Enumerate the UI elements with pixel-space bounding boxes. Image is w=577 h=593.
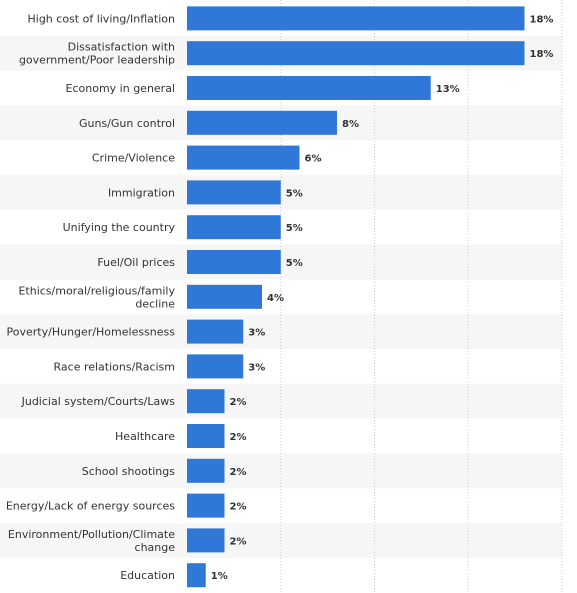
category-label-line: Education xyxy=(120,569,175,582)
category-label-line: Economy in general xyxy=(66,82,175,95)
category-label-line: Unifying the country xyxy=(63,221,176,234)
bar xyxy=(187,458,225,483)
value-label: 2% xyxy=(230,502,247,513)
category-label: Education xyxy=(120,569,175,582)
category-label: Environment/Pollution/Climate change xyxy=(8,528,175,554)
value-label: 2% xyxy=(230,536,247,547)
category-label: Guns/Gun control xyxy=(79,117,175,130)
category-label-line: decline xyxy=(135,297,175,310)
bar xyxy=(187,145,300,170)
category-label: High cost of living/Inflation xyxy=(28,12,176,25)
category-label-line: Race relations/Racism xyxy=(54,360,176,373)
bar xyxy=(187,319,244,344)
bar xyxy=(187,284,262,309)
bar xyxy=(187,389,225,414)
category-label: Ethics/moral/religious/family decline xyxy=(18,284,175,310)
category-label: Crime/Violence xyxy=(92,152,175,165)
value-label: 8% xyxy=(342,119,359,130)
bar xyxy=(187,563,206,588)
category-label-line: Healthcare xyxy=(115,430,175,443)
category-label: Unifying the country xyxy=(63,221,176,234)
category-label: Judicial system/Courts/Laws xyxy=(21,395,176,408)
row-band xyxy=(0,314,562,349)
category-label-line: Ethics/moral/religious/family xyxy=(18,284,175,297)
category-label: Economy in general xyxy=(66,82,175,95)
category-label-line: Crime/Violence xyxy=(92,152,175,165)
bar xyxy=(187,354,244,379)
category-label-line: Fuel/Oil prices xyxy=(97,256,175,269)
category-label-line: Immigration xyxy=(108,186,175,199)
bar xyxy=(187,180,281,205)
category-label-line: change xyxy=(135,541,176,554)
category-label: Immigration xyxy=(108,186,175,199)
row-band xyxy=(0,383,562,419)
value-label: 1% xyxy=(211,571,228,582)
category-label: School shootings xyxy=(82,465,176,478)
value-label: 3% xyxy=(248,328,265,339)
category-label-line: Energy/Lack of energy sources xyxy=(6,500,175,513)
bar xyxy=(187,250,281,274)
value-label: 18% xyxy=(530,49,554,60)
category-label: Dissatisfaction with government/Poor lead… xyxy=(19,41,175,67)
value-label: 3% xyxy=(248,362,265,373)
category-labels: High cost of living/Inflation Dissatisfac… xyxy=(6,12,176,582)
value-label: 5% xyxy=(286,258,303,269)
category-label: Healthcare xyxy=(115,430,175,443)
category-label-line: Environment/Pollution/Climate xyxy=(8,528,175,541)
category-label-line: Judicial system/Courts/Laws xyxy=(21,395,176,408)
category-label: Energy/Lack of energy sources xyxy=(6,500,175,513)
category-label-line: School shootings xyxy=(82,465,176,478)
value-label: 2% xyxy=(230,432,247,443)
category-label-line: High cost of living/Inflation xyxy=(28,12,176,25)
bar xyxy=(187,6,525,31)
bar xyxy=(187,76,431,100)
bar xyxy=(187,528,225,553)
value-label: 5% xyxy=(286,188,303,199)
bar xyxy=(187,424,225,448)
category-label: Race relations/Racism xyxy=(54,360,176,373)
value-label: 2% xyxy=(230,467,247,478)
bars xyxy=(187,6,525,588)
category-label-line: Guns/Gun control xyxy=(79,117,175,130)
category-label: Poverty/Hunger/Homelessness xyxy=(7,326,176,339)
bar xyxy=(187,110,337,135)
value-label: 18% xyxy=(530,14,554,25)
value-label: 5% xyxy=(286,223,303,234)
bar xyxy=(187,41,525,66)
category-label-line: Dissatisfaction with xyxy=(68,41,175,54)
value-label: 4% xyxy=(267,293,284,304)
bar xyxy=(187,493,225,518)
category-label-line: Poverty/Hunger/Homelessness xyxy=(7,326,176,339)
value-label: 2% xyxy=(230,397,247,408)
category-label: Fuel/Oil prices xyxy=(97,256,175,269)
value-labels: 18% 18% 13% 8% 6% 5% 5% 5% 4% 3% 3% 2% 2% 2% 2% 2% 1% xyxy=(211,14,554,582)
category-label-line: government/Poor leadership xyxy=(19,54,175,67)
value-label: 6% xyxy=(305,154,322,165)
value-label: 13% xyxy=(436,84,460,95)
bar xyxy=(187,215,281,240)
